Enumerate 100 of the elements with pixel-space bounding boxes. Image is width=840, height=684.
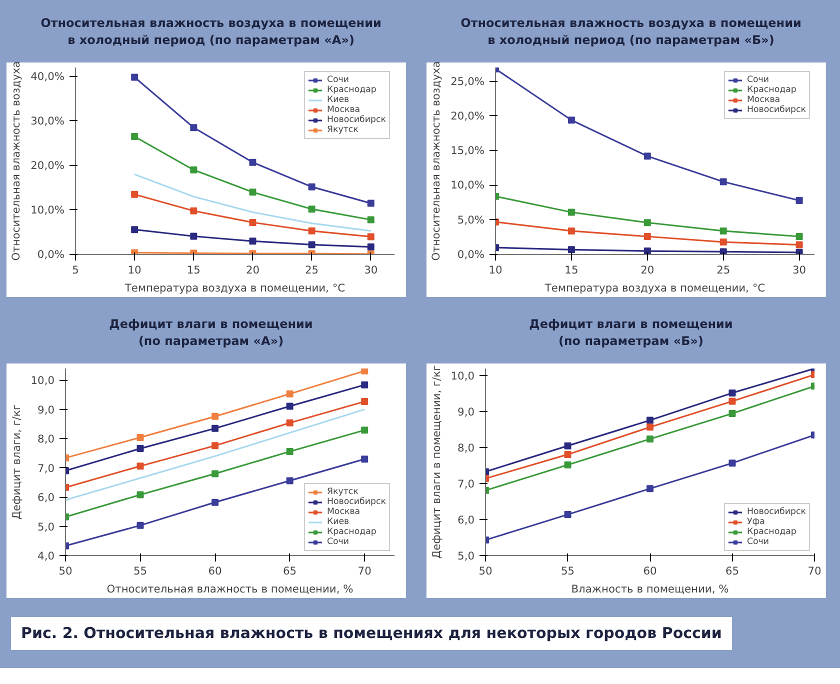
point <box>644 152 651 160</box>
point <box>568 246 575 254</box>
y-tick-label: 10,0% <box>30 203 65 216</box>
point <box>564 461 572 468</box>
point <box>646 485 654 492</box>
y-tick-label: 25,0% <box>450 74 485 88</box>
point <box>367 233 374 240</box>
y-tick-label: 10,0 <box>450 370 475 383</box>
point <box>131 190 138 198</box>
point <box>131 133 138 140</box>
y-tick-label: 40,0% <box>30 70 65 83</box>
legend-label: Сочи <box>326 537 350 547</box>
point <box>796 196 803 204</box>
x-tick-label: 70 <box>808 564 822 578</box>
x-tick-label: 25 <box>716 264 730 276</box>
point <box>249 188 256 196</box>
legend-label: Новосибирск <box>746 507 806 517</box>
point <box>131 249 138 254</box>
point <box>308 241 316 248</box>
legend-label: Москва <box>326 507 360 517</box>
y-tick-label: 0,0% <box>37 248 65 261</box>
point <box>136 434 144 441</box>
legend-label: Новосибирск <box>326 497 386 507</box>
legend-label: Киев <box>326 95 350 105</box>
chart-title: Относительная влажность воздуха в помещении в холодный период (по параметрам «Б») <box>460 15 802 50</box>
legend-label: Киев <box>326 517 350 527</box>
y-tick-label: 20,0% <box>30 158 65 172</box>
point <box>249 218 256 226</box>
point <box>728 460 736 467</box>
point <box>131 226 138 234</box>
y-tick-label: 20,0% <box>450 109 485 122</box>
y-axis-title: Относительная влажность воздуха <box>430 61 443 261</box>
point <box>720 248 727 254</box>
point <box>564 442 572 450</box>
y-tick-label: 8,0 <box>38 432 55 446</box>
chart-title: Относительная влажность воздуха в помещении в холодный период (по параметрам «А») <box>40 15 382 50</box>
legend-label: Сочи <box>746 75 770 85</box>
point <box>136 491 144 498</box>
point <box>190 124 198 132</box>
y-tick-label: 7,0 <box>38 462 55 475</box>
point <box>728 389 736 396</box>
y-tick-label: 9,0 <box>458 406 475 419</box>
text: Рис. 2. Относительная влажность в помещениях для некоторых городов России <box>11 617 732 650</box>
point <box>367 200 374 207</box>
point <box>131 74 138 81</box>
point <box>646 424 654 431</box>
point <box>249 158 256 166</box>
y-tick-label: 15,0% <box>450 144 485 158</box>
point <box>644 248 651 254</box>
point <box>720 178 727 186</box>
point <box>308 206 316 213</box>
y-tick-label: 9,0 <box>38 403 55 416</box>
point <box>644 219 651 226</box>
x-tick-label: 65 <box>283 564 297 578</box>
y-tick-label: 5,0 <box>38 520 55 534</box>
point <box>212 470 219 478</box>
y-tick-label: 10,0% <box>450 178 485 192</box>
legend-label: Москва <box>326 105 360 115</box>
y-tick-label: 4,0 <box>38 550 55 562</box>
y-axis-title: Дефицит влаги, г/кг <box>10 404 23 520</box>
x-axis-title: Температура воздуха в помещении, °С <box>124 282 346 294</box>
x-tick-label: 55 <box>133 564 148 578</box>
point <box>286 448 294 455</box>
point <box>644 232 651 240</box>
x-tick-label: 60 <box>208 564 222 578</box>
x-tick-label: 70 <box>358 564 372 578</box>
chart-title: Дефицит влаги в помещении (по параметрам «Б») <box>528 316 734 350</box>
x-tick-label: 60 <box>643 564 657 578</box>
point <box>367 216 374 224</box>
point <box>646 416 654 424</box>
line-series <box>134 174 372 232</box>
legend-label: Краснодар <box>746 527 796 537</box>
point <box>308 227 316 234</box>
point <box>286 390 294 398</box>
legend-label: Якутск <box>326 487 358 497</box>
point <box>286 419 294 426</box>
point <box>367 243 374 250</box>
point <box>286 402 294 410</box>
x-tick-label: 15 <box>564 264 578 276</box>
legend-label: Якутск <box>326 125 358 135</box>
legend-label: Уфа <box>746 517 766 527</box>
point <box>568 208 575 216</box>
x-tick-label: 65 <box>725 564 740 578</box>
legend-label: Новосибирск <box>326 115 386 125</box>
point <box>720 238 727 246</box>
point <box>796 241 803 248</box>
x-tick-label: 10 <box>128 264 142 276</box>
point <box>646 435 654 442</box>
y-tick-label: 10,0 <box>30 374 55 388</box>
x-tick-label: 50 <box>478 564 492 578</box>
point <box>568 227 575 234</box>
point <box>136 445 144 452</box>
point <box>361 368 368 374</box>
point <box>136 522 144 529</box>
point <box>190 232 198 240</box>
x-tick-label: 10 <box>488 264 502 276</box>
point <box>361 426 368 434</box>
legend-label: Сочи <box>746 537 770 547</box>
point <box>212 442 219 450</box>
x-tick-label: 5 <box>72 264 79 276</box>
